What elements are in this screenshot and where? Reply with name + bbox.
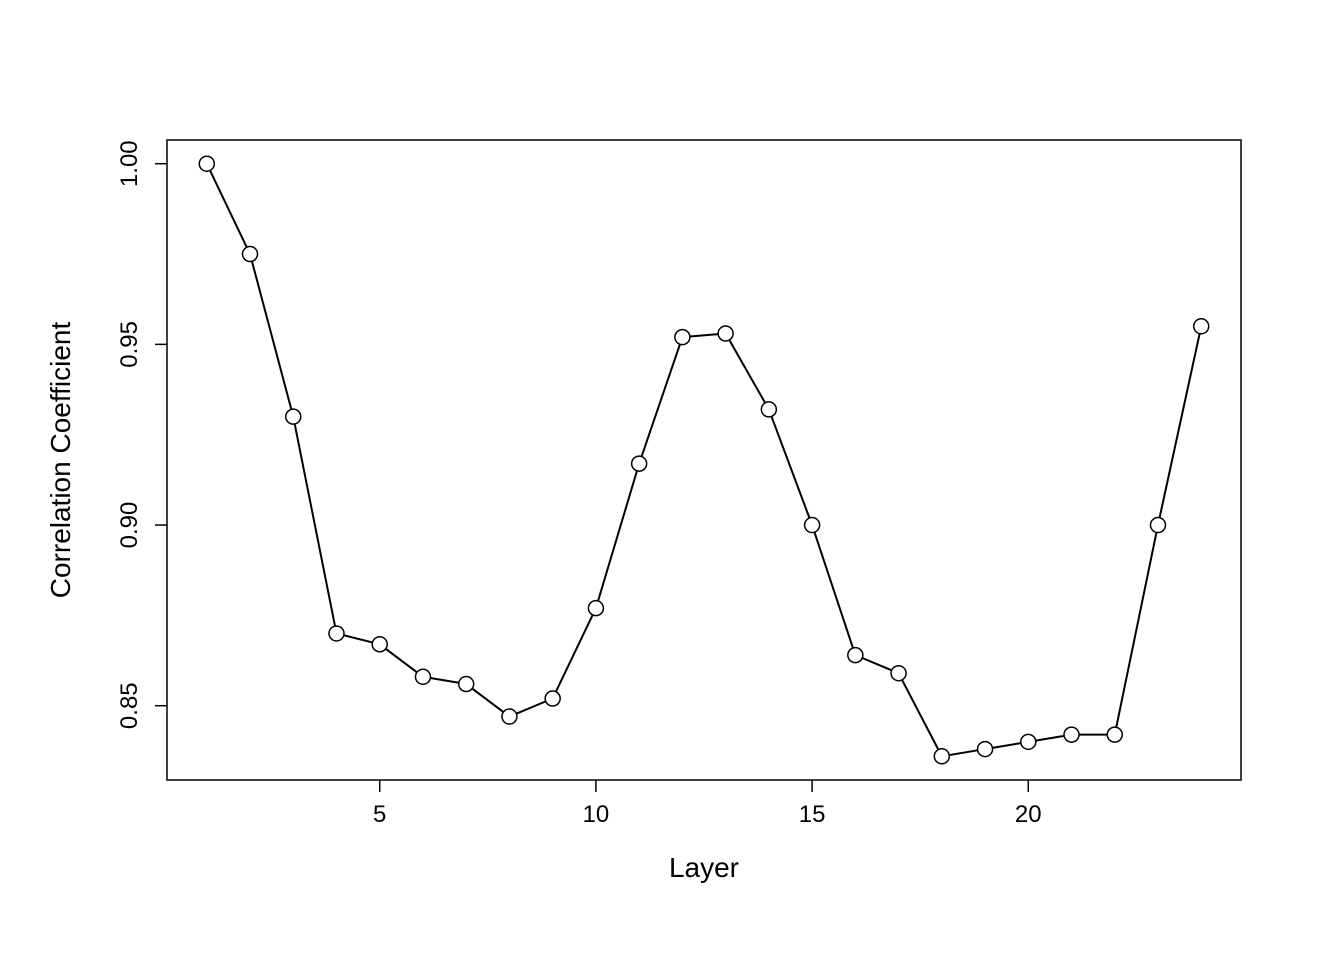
data-point	[1107, 727, 1122, 742]
data-point	[1194, 319, 1209, 334]
data-point	[675, 330, 690, 345]
data-point	[329, 626, 344, 641]
plot-box	[167, 140, 1241, 780]
series-segment	[516, 701, 545, 713]
series-segment	[430, 678, 458, 683]
data-point	[934, 749, 949, 764]
series-segment	[556, 615, 593, 692]
series-segment	[386, 649, 417, 673]
data-point	[761, 402, 776, 417]
x-axis-title: Layer	[669, 852, 739, 883]
y-tick-label: 0.90	[116, 502, 143, 549]
correlation-line-chart: 5 10 15 20 0.85 0.90 0.95 1.00 Layer Correlation …	[0, 0, 1344, 960]
series-segment	[771, 416, 809, 518]
data-point	[243, 247, 258, 262]
data-point	[978, 742, 993, 757]
series-segment	[862, 658, 891, 670]
series-segment	[992, 743, 1020, 748]
series-segment	[949, 750, 977, 755]
series-segment	[814, 532, 853, 648]
series-segment	[1160, 334, 1200, 518]
series-segment	[252, 261, 291, 409]
data-point	[372, 637, 387, 652]
data-point	[1064, 727, 1079, 742]
data-point	[199, 156, 214, 171]
data-point	[632, 456, 647, 471]
series-segment	[902, 680, 938, 750]
series-segment	[642, 344, 680, 456]
series-segment	[210, 170, 247, 247]
data-point	[848, 648, 863, 663]
x-tick-label: 10	[583, 801, 610, 828]
series-segment	[1116, 532, 1156, 727]
y-axis-title: Correlation Coefficient	[45, 322, 76, 599]
series-segment	[472, 689, 503, 713]
data-point	[415, 669, 430, 684]
series-segment	[295, 424, 335, 626]
series-segment	[1036, 736, 1064, 741]
x-tick-label: 15	[799, 801, 826, 828]
data-point	[718, 326, 733, 341]
data-point	[286, 409, 301, 424]
series-segment	[598, 471, 637, 601]
series-segment	[690, 334, 718, 336]
x-tick-label: 5	[373, 801, 386, 828]
data-point	[1021, 734, 1036, 749]
y-tick-label: 1.00	[116, 140, 143, 187]
data-point	[891, 666, 906, 681]
data-point	[502, 709, 517, 724]
data-point	[459, 677, 474, 692]
x-tick-label: 20	[1015, 801, 1042, 828]
series-segment	[729, 340, 765, 403]
y-tick-label: 0.85	[116, 682, 143, 729]
data-point	[545, 691, 560, 706]
y-tick-label: 0.95	[116, 321, 143, 368]
data-point	[805, 518, 820, 533]
data-point	[588, 601, 603, 616]
series-segment	[344, 635, 373, 642]
data-point	[1150, 518, 1165, 533]
